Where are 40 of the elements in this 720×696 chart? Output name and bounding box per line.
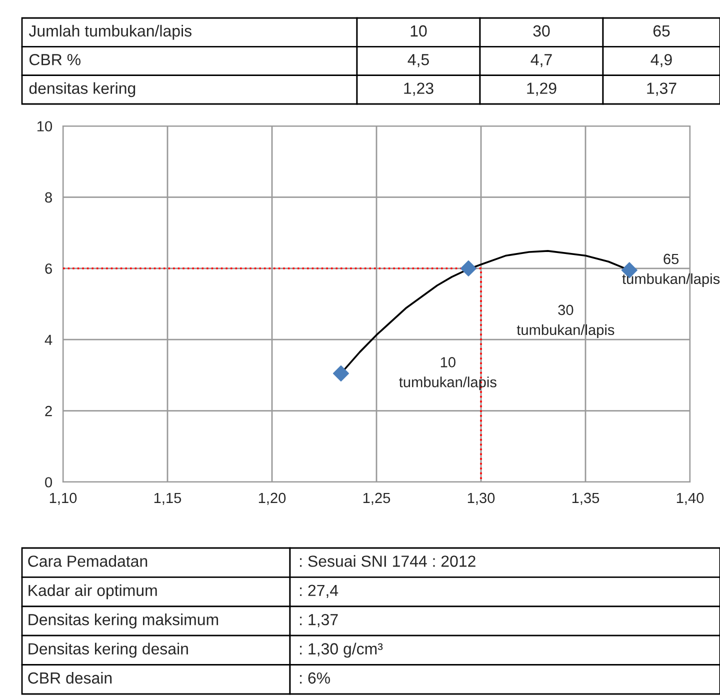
- x-tick-label: 1,25: [363, 492, 390, 505]
- text: : 6%: [300, 672, 330, 684]
- annotation: 65 tumbukan/lapis: [622, 254, 720, 287]
- text: Kadar air optimum: [28, 584, 157, 600]
- text: 1,29: [527, 82, 556, 96]
- text: 1,23: [404, 82, 434, 96]
- x-tick-label: 1,35: [572, 492, 600, 505]
- text: Jumlah tumbukan/lapis: [28, 24, 192, 40]
- text: 1,37: [647, 82, 676, 96]
- text: 4,7: [530, 54, 552, 68]
- x-tick-label: 1,30: [468, 492, 495, 505]
- text: Cara Pemadatan: [28, 555, 148, 567]
- text: : 27,4: [300, 584, 338, 598]
- y-tick-label: 4: [44, 334, 52, 345]
- text: CBR %: [30, 54, 80, 66]
- y-tick-label: 2: [45, 406, 52, 416]
- point: [460, 260, 476, 276]
- text: CBR desain: [28, 672, 112, 684]
- text: : Sesuai SNI 1744 : 2012: [300, 555, 476, 567]
- text: : 1,30 g/cm³: [300, 642, 383, 658]
- x-tick-label: 1,40: [676, 492, 704, 505]
- text: 10: [410, 25, 427, 37]
- text: 4,9: [650, 54, 672, 68]
- y-tick-label: 0: [45, 477, 52, 488]
- annotation: 10 tumbukan/lapis: [399, 357, 496, 390]
- text: : 1,37: [300, 614, 338, 628]
- text: 4,5: [408, 54, 429, 68]
- text: densitas kering: [29, 82, 136, 98]
- y-tick-label: 8: [45, 192, 52, 203]
- y-tick-label: 10: [37, 121, 52, 132]
- annotation: 30 tumbukan/lapis: [516, 304, 614, 338]
- point: [332, 365, 350, 382]
- text: 65: [653, 25, 670, 37]
- text: Densitas kering desain: [28, 642, 188, 658]
- y-tick-label: 6: [45, 264, 52, 274]
- x-tick-label: 1,10: [50, 492, 77, 505]
- x-tick-label: 1,20: [258, 492, 286, 505]
- text: 30: [533, 25, 550, 37]
- x-tick-label: 1,15: [154, 492, 182, 505]
- text: Densitas kering maksimum: [28, 614, 218, 628]
